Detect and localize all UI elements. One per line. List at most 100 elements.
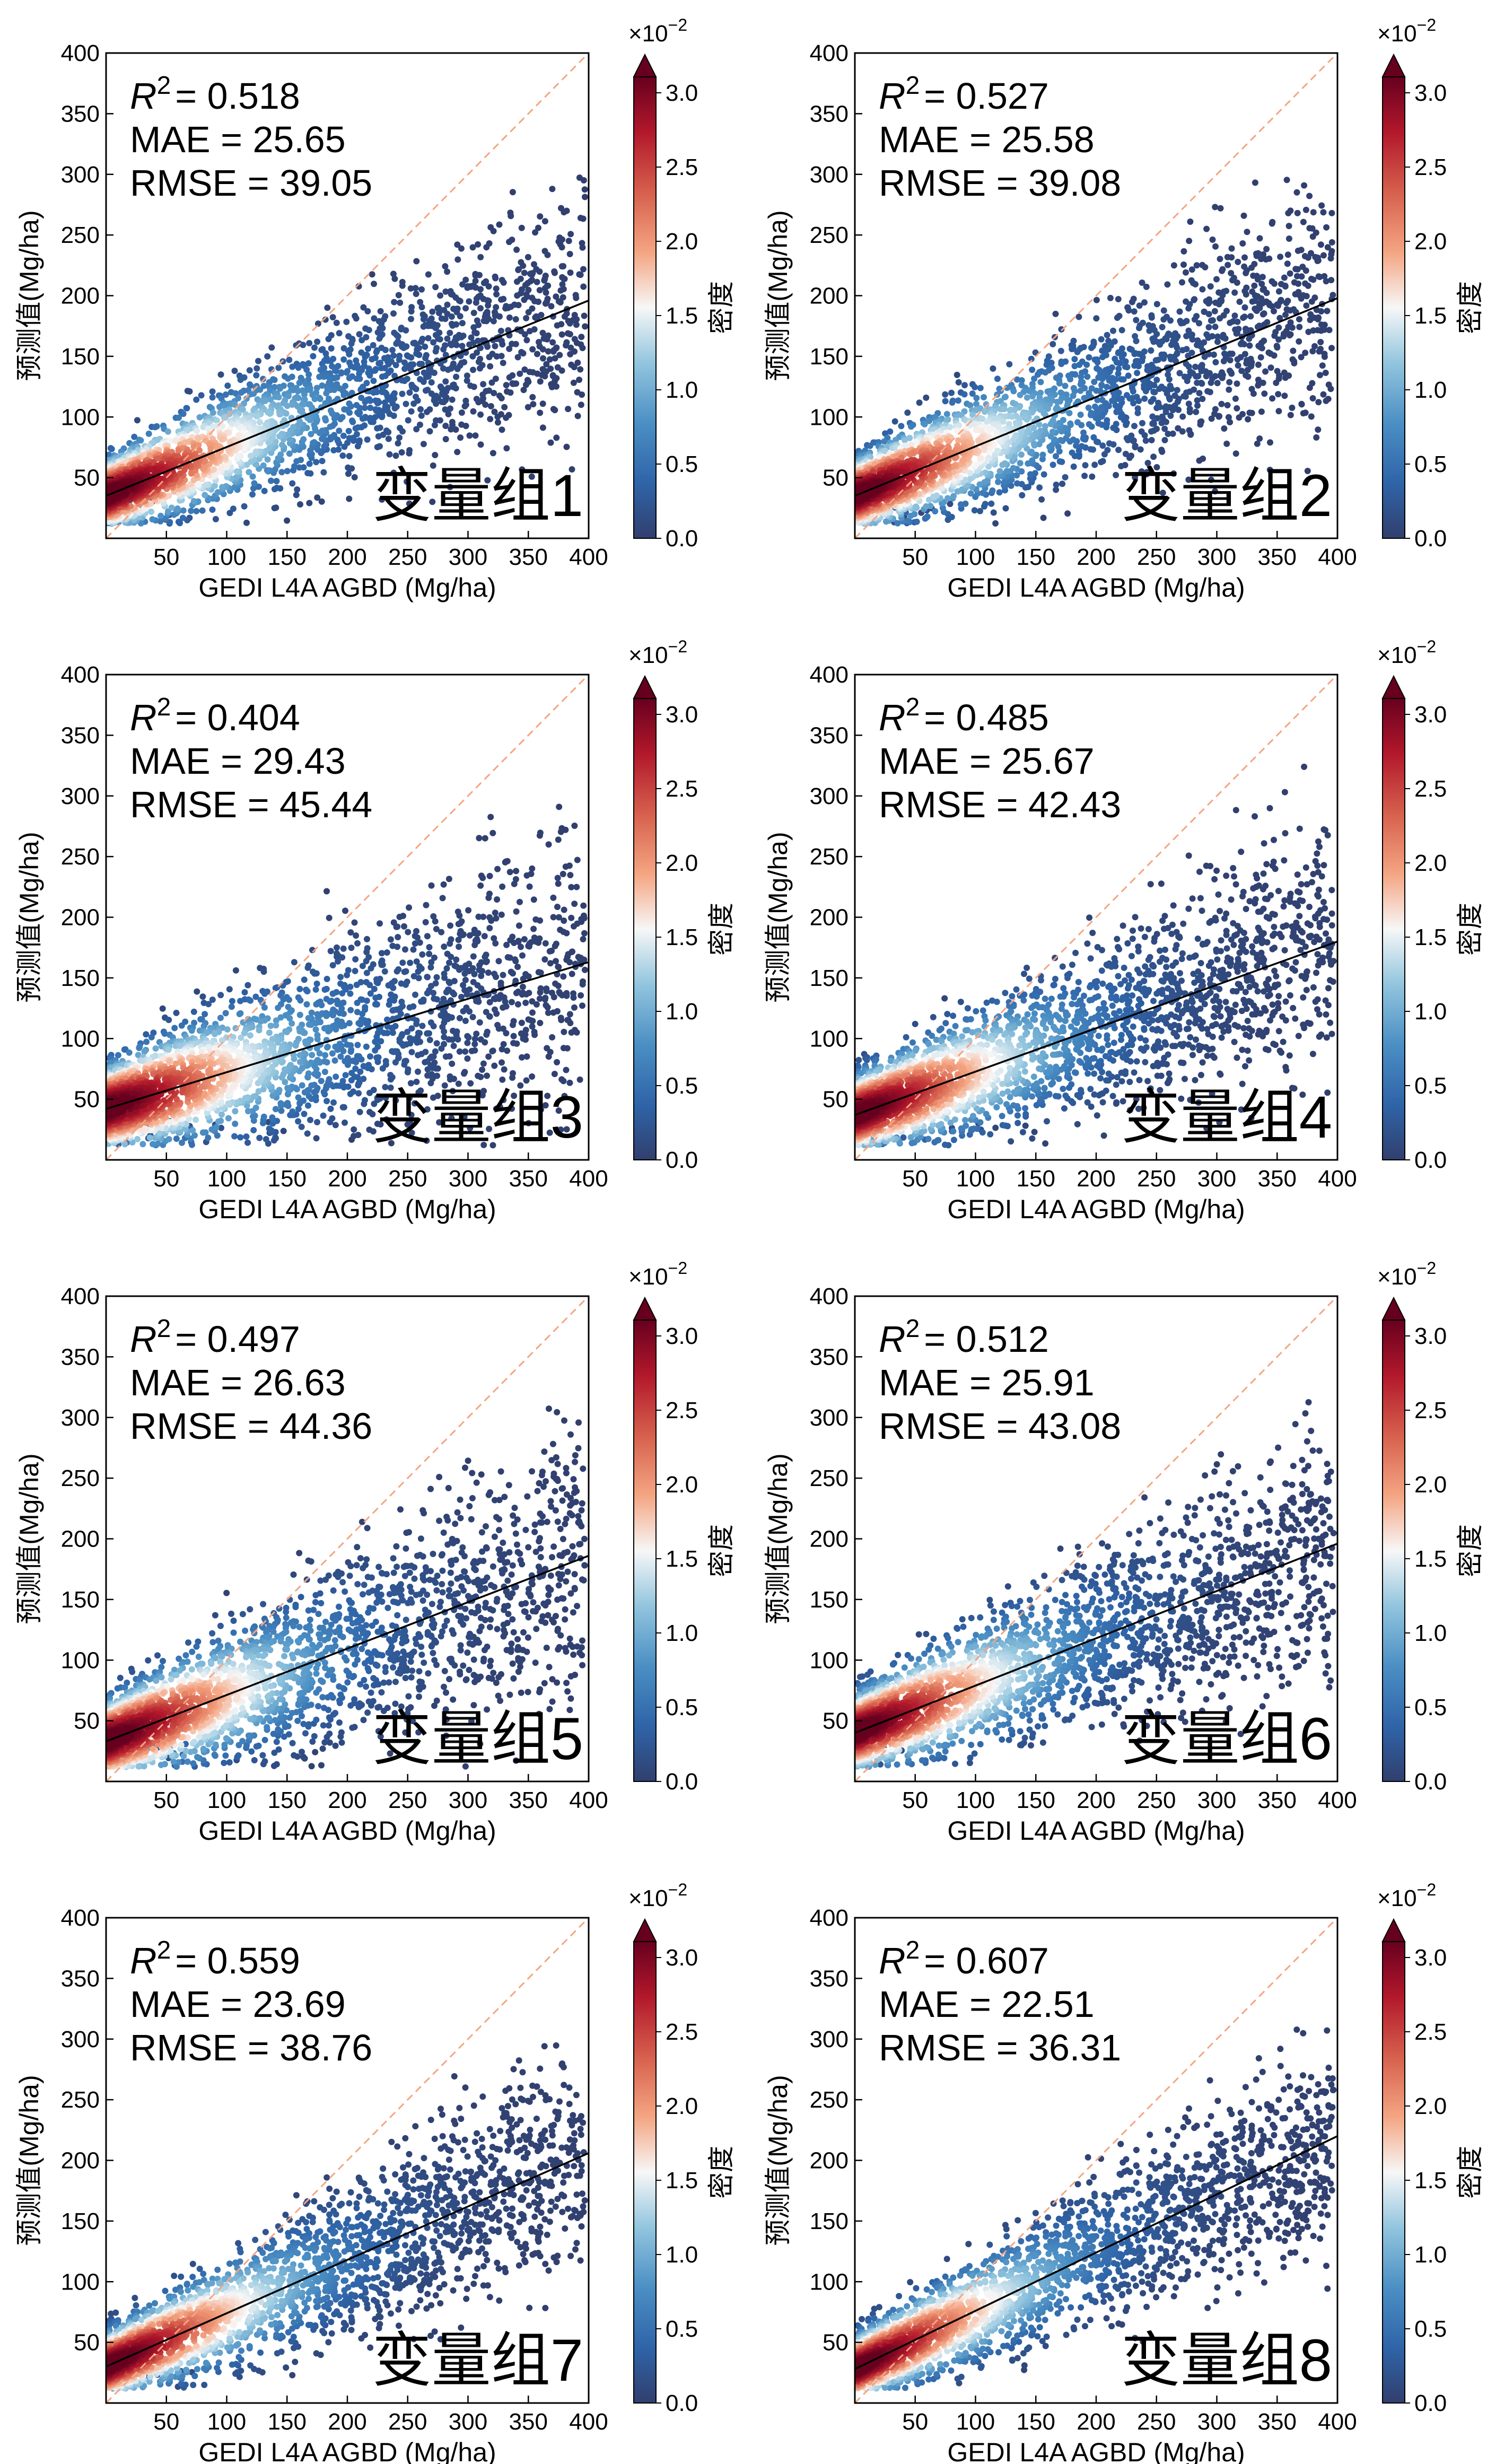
scatter-point	[369, 271, 375, 278]
scatter-point	[540, 335, 547, 342]
scatter-point	[268, 477, 274, 484]
scatter-point	[322, 400, 329, 407]
scatter-point	[285, 392, 292, 399]
scatter-point	[959, 457, 966, 464]
scatter-point	[1249, 298, 1256, 305]
scatter-point	[439, 390, 445, 397]
scatter-point	[1266, 467, 1273, 473]
scatter-point	[1296, 324, 1303, 330]
scatter-point	[492, 312, 498, 319]
colorbar-extend-arrow	[633, 53, 657, 77]
scatter-point	[509, 380, 516, 387]
scatter-point	[1107, 294, 1114, 301]
scatter-point	[198, 392, 205, 399]
scatter-point	[524, 254, 531, 260]
scatter-point	[371, 315, 378, 322]
scatter-point	[218, 436, 225, 443]
scatter-point	[537, 409, 544, 416]
scatter-point	[503, 445, 510, 452]
scatter-point	[1203, 225, 1210, 232]
scatter-point	[1110, 327, 1116, 334]
scatter-point	[581, 186, 588, 193]
scatter-point	[1253, 252, 1260, 259]
scatter-point	[973, 426, 979, 433]
scatter-point	[1187, 368, 1194, 375]
scatter-point	[458, 421, 465, 428]
scatter-point	[1310, 209, 1317, 216]
scatter-point	[420, 441, 427, 448]
scatter-point	[503, 414, 510, 421]
scatter-point	[1067, 376, 1073, 382]
scatter-point	[1134, 409, 1141, 416]
scatter-point	[480, 381, 487, 388]
scatter-point	[1167, 353, 1174, 360]
scatter-point	[577, 215, 584, 221]
scatter-point	[558, 331, 565, 338]
scatter-point	[442, 352, 449, 359]
scatter-point	[1317, 241, 1324, 248]
scatter-point	[1115, 349, 1122, 356]
scatter-point	[1201, 308, 1208, 315]
scatter-point	[1237, 340, 1244, 347]
scatter-point	[1282, 374, 1289, 381]
scatter-point	[339, 452, 346, 459]
scatter-point	[1232, 395, 1239, 402]
scatter-point	[473, 299, 479, 306]
scatter-point	[1168, 342, 1175, 348]
scatter-point	[1258, 408, 1265, 415]
scatter-point	[214, 489, 221, 496]
scatter-point	[231, 368, 238, 374]
scatter-point	[990, 365, 996, 372]
scatter-point	[1132, 474, 1139, 481]
scatter-point	[367, 405, 374, 411]
scatter-point	[209, 388, 216, 395]
scatter-point	[293, 342, 300, 349]
scatter-point	[1161, 436, 1168, 443]
scatter-point	[1028, 355, 1035, 362]
scatter-point	[164, 428, 171, 435]
scatter-point	[923, 503, 930, 510]
scatter-point	[1274, 301, 1281, 308]
scatter-point	[1136, 325, 1142, 331]
scatter-point	[554, 322, 561, 329]
scatter-point	[360, 304, 367, 311]
scatter-point	[342, 382, 348, 389]
scatter-point	[372, 406, 379, 413]
scatter-point	[364, 436, 371, 443]
scatter-point	[1208, 476, 1214, 483]
scatter-point	[328, 345, 335, 352]
scatter-point	[568, 361, 575, 368]
r2-stat: R2 = 0.518	[130, 72, 300, 117]
scatter-point	[325, 395, 332, 402]
scatter-point	[468, 334, 475, 341]
scatter-point	[390, 270, 397, 277]
scatter-point	[1186, 427, 1193, 434]
scatter-point	[1179, 279, 1185, 286]
scatter-point	[982, 469, 989, 476]
scatter-point	[1256, 435, 1263, 442]
scatter-point	[1269, 220, 1275, 227]
scatter-point	[1078, 373, 1084, 380]
scatter-point	[1227, 368, 1233, 374]
scatter-point	[955, 379, 962, 386]
scatter-point	[906, 434, 913, 441]
y-tick-label: 400	[61, 40, 100, 66]
scatter-point	[975, 437, 982, 444]
scatter-point	[308, 431, 314, 438]
scatter-point	[358, 349, 365, 356]
scatter-point	[294, 388, 301, 395]
scatter-point	[1298, 400, 1305, 407]
scatter-point	[494, 414, 501, 420]
scatter-point	[1183, 269, 1189, 276]
scatter-point	[971, 507, 978, 514]
scatter-point	[523, 314, 530, 321]
scatter-point	[1189, 336, 1196, 343]
scatter-point	[558, 244, 565, 251]
scatter-point	[1255, 377, 1262, 383]
scatter-point	[155, 455, 162, 462]
scatter-point	[351, 474, 358, 480]
scatter-point	[327, 357, 334, 364]
scatter-point	[1234, 380, 1240, 387]
scatter-point	[1217, 372, 1223, 379]
scatter-point	[546, 356, 553, 363]
